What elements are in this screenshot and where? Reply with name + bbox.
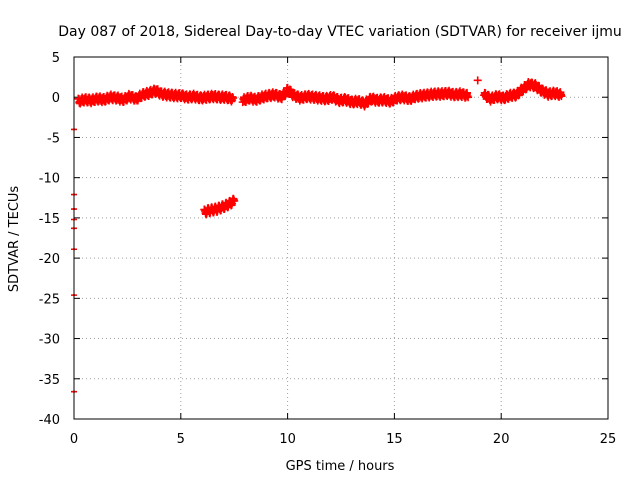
x-tick-label: 5 (177, 432, 185, 447)
y-tick-labels: 5 0 -5 -10 -15 -20 -25 -30 -35 -40 (39, 51, 60, 428)
x-tick-label: 20 (493, 432, 510, 447)
y-tick-label: -30 (39, 333, 60, 348)
data-point (473, 76, 482, 85)
y-axis-label: SDTVAR / TECUs (7, 186, 22, 293)
x-axis-label: GPS time / hours (286, 459, 395, 474)
data-point (229, 94, 238, 103)
y-tick-label: 5 (52, 51, 60, 66)
y-tick-label: 0 (52, 91, 60, 106)
axis-ticks (73, 56, 609, 420)
x-tick-label: 25 (600, 432, 617, 447)
x-tick-labels: 0 5 10 15 20 25 (70, 432, 616, 447)
y-tick-label: -5 (47, 131, 60, 146)
data-points (71, 76, 566, 393)
x-tick-label: 10 (279, 432, 296, 447)
data-point (557, 90, 566, 99)
plot-frame (73, 56, 609, 420)
data-point (463, 88, 472, 97)
y-tick-label: -40 (39, 413, 60, 428)
data-point (230, 196, 239, 205)
x-tick-label: 0 (70, 432, 78, 447)
y-tick-label: -10 (39, 172, 60, 187)
grid-lines (74, 57, 608, 419)
y-tick-label: -35 (39, 373, 60, 388)
y-tick-label: -15 (39, 212, 60, 227)
y-tick-label: -25 (39, 292, 60, 307)
chart-title: Day 087 of 2018, Sidereal Day-to-day VTE… (58, 24, 622, 40)
y-tick-label: -20 (39, 252, 60, 267)
x-tick-label: 15 (386, 432, 403, 447)
data-point (464, 93, 473, 102)
